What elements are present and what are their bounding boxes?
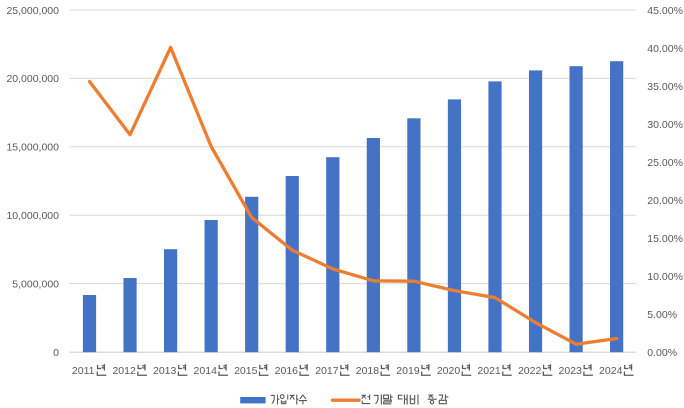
svg-text:2012: 2012 — [112, 365, 136, 377]
svg-text:2011: 2011 — [72, 365, 95, 377]
svg-text:20,000,000: 20,000,000 — [6, 73, 59, 85]
svg-text:2014: 2014 — [194, 365, 218, 377]
svg-text:15.00%: 15.00% — [647, 233, 683, 245]
svg-text:2024: 2024 — [599, 365, 623, 377]
svg-text:45.00%: 45.00% — [647, 5, 683, 17]
svg-text:20.00%: 20.00% — [647, 195, 683, 207]
svg-text:40.00%: 40.00% — [647, 43, 683, 55]
svg-text:2017: 2017 — [315, 365, 339, 377]
svg-text:25,000,000: 25,000,000 — [6, 5, 59, 17]
svg-text:2015: 2015 — [234, 365, 258, 377]
svg-text:2013: 2013 — [153, 365, 177, 377]
svg-text:30.00%: 30.00% — [647, 119, 683, 131]
svg-text:35.00%: 35.00% — [647, 81, 683, 93]
svg-text:5.00%: 5.00% — [647, 309, 677, 321]
svg-text:10.00%: 10.00% — [647, 271, 683, 283]
svg-text:0: 0 — [53, 347, 59, 359]
svg-text:2020: 2020 — [437, 365, 461, 377]
svg-text:0.00%: 0.00% — [647, 347, 677, 359]
svg-text:10,000,000: 10,000,000 — [6, 210, 59, 222]
svg-text:2016: 2016 — [275, 365, 299, 377]
svg-text:2018: 2018 — [356, 365, 380, 377]
svg-text:25.00%: 25.00% — [647, 157, 683, 169]
svg-text:2021: 2021 — [477, 365, 501, 377]
svg-text:2019: 2019 — [396, 365, 420, 377]
svg-text:5,000,000: 5,000,000 — [12, 278, 59, 290]
svg-text:2022: 2022 — [518, 365, 542, 377]
svg-text:2023: 2023 — [559, 365, 583, 377]
svg-text:15,000,000: 15,000,000 — [6, 142, 59, 154]
